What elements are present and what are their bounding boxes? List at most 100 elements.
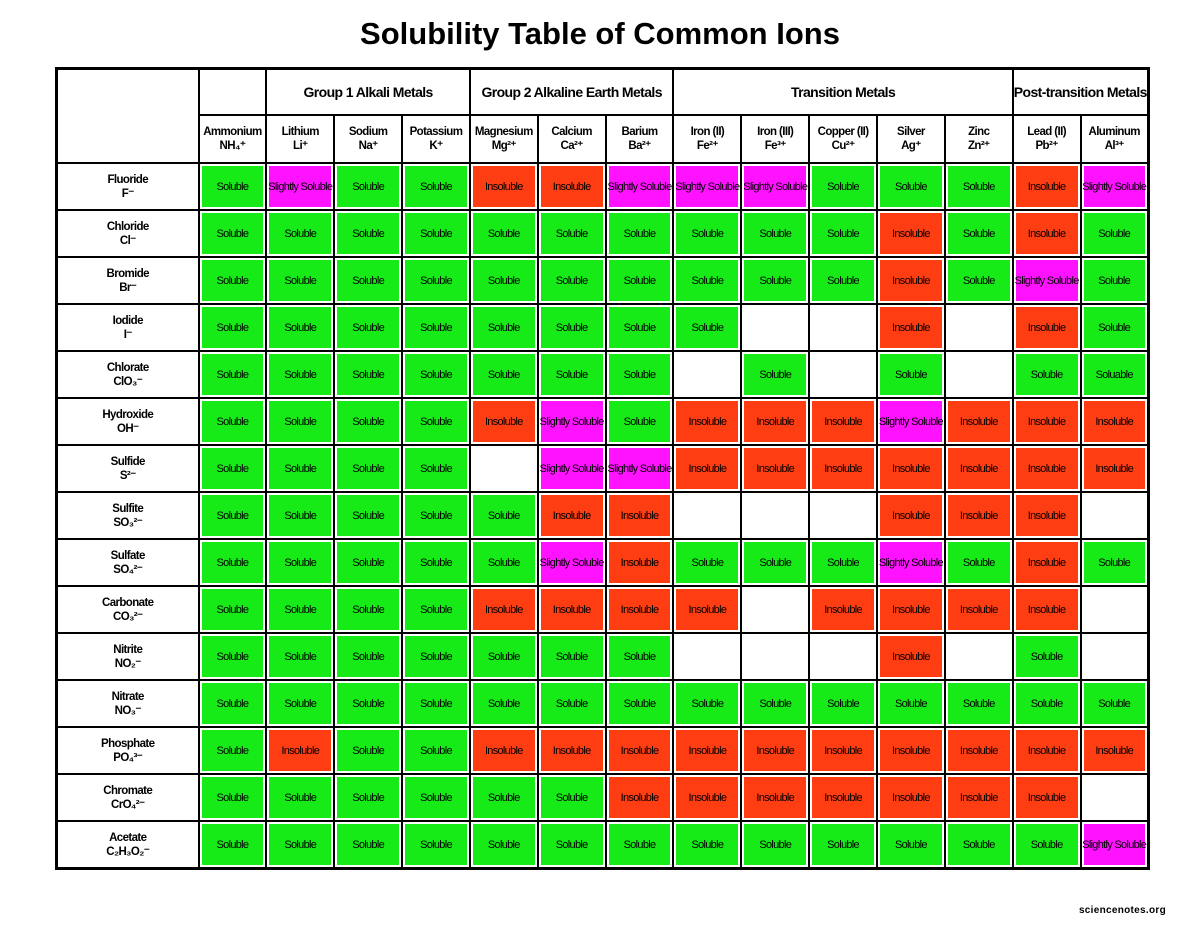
solubility-cell: Soluble [536,209,607,258]
solubility-value: Soluble [337,354,400,395]
group-header: Group 1 Alkali Metals [265,67,471,116]
solubility-value: Soluble [472,354,535,395]
solubility-cell: Slightly Soluble [604,444,675,493]
solubility-cell: Soluble [808,209,878,258]
solubility-value: Insoluble [947,495,1010,536]
solubility-cell: Soluble [468,256,539,305]
solubility-cell: Soluble [943,820,1014,870]
solubility-cell: Soluble [943,679,1014,728]
solubility-cell: Slightly Soluble [875,538,946,587]
solubility-cell: Soluble [401,162,471,211]
solubility-value: Soluble [337,730,400,771]
cation-header: Iron (III) Fe³⁺ [740,114,811,164]
solubility-value: Soluble [947,260,1010,301]
solubility-value: Soluble [879,166,942,207]
solubility-cell: Insoluble [604,585,675,634]
solubility-value: Insoluble [879,448,942,489]
solubility-value: Soluble [472,495,535,536]
solubility-cell: Insoluble [1011,303,1082,352]
solubility-value: Insoluble [269,730,332,771]
cation-formula: Fe²⁺ [696,140,719,152]
solubility-value: Insoluble [879,260,942,301]
cation-formula: Mg²⁺ [491,140,517,152]
cation-formula: Ba²⁺ [628,140,651,152]
cation-name: Barium [621,126,659,138]
solubility-cell [808,303,878,352]
solubility-cell [943,350,1014,399]
solubility-cell: Soluble [808,820,878,870]
solubility-cell: Insoluble [943,491,1014,540]
solubility-value: Insoluble [1083,730,1145,771]
solubility-cell: Soluble [333,303,404,352]
solubility-value: Insoluble [812,777,874,818]
solubility-cell: Soluble [401,397,471,446]
solubility-value: Slightly Soluble [879,542,943,583]
solubility-value: Soluble [405,260,467,301]
solubility-cell: Soluble [1011,820,1082,870]
anion-header: Chromate CrO₄²⁻ [55,773,200,822]
solubility-cell: Insoluble [943,726,1014,775]
anion-formula: SO₄²⁻ [113,563,143,576]
solubility-cell: Soluble [265,538,336,587]
solubility-cell [808,632,878,681]
solubility-value: Insoluble [947,589,1010,630]
solubility-value: Insoluble [812,448,874,489]
solubility-cell: Insoluble [604,773,675,822]
solubility-cell: Insoluble [1079,444,1150,493]
group-header [197,67,268,116]
solubility-value: Soluble [1015,636,1078,677]
solubility-value: Soluble [744,824,807,865]
solubility-cell: Soluble [604,350,675,399]
solubility-cell: Slightly Soluble [875,397,946,446]
solubility-cell: Insoluble [875,491,946,540]
solubility-value: Soluble [201,495,264,536]
solubility-cell: Soluble [1011,350,1082,399]
solubility-value: Soluble [744,683,807,724]
solubility-cell: Insoluble [1011,209,1082,258]
cation-header: Calcium Ca²⁺ [536,114,607,164]
anion-row: Sulfate SO₄²⁻ Soluble Soluble Soluble Soluble… [55,538,1150,587]
solubility-cell: Insoluble [536,491,607,540]
solubility-value: Insoluble [947,448,1010,489]
solubility-value: Soluble [337,213,400,254]
solubility-value: Soluble [201,824,264,865]
solubility-value: Insoluble [1083,448,1145,489]
solubility-cell: Insoluble [1079,726,1150,775]
solubility-value: Insoluble [744,401,807,442]
solubility-cell: Soluble [333,444,404,493]
solubility-value: Soluble [201,636,264,677]
cation-name: Lithium [281,126,320,138]
group-header: Transition Metals [672,67,1014,116]
solubility-value: Soluble [608,213,671,254]
solubility-value: Soluble [608,260,671,301]
anion-name: Chloride [106,220,149,233]
solubility-cell: Soluble [740,538,811,587]
solubility-value: Soluble [812,542,874,583]
solubility-cell: Slightly Soluble [536,444,607,493]
anion-header: Sulfite SO₃²⁻ [55,491,200,540]
solubility-cell: Soluble [1011,679,1082,728]
cation-header: Silver Ag⁺ [875,114,946,164]
solubility-value: Soluble [608,401,671,442]
solubility-value: Insoluble [608,777,671,818]
solubility-cell: Insoluble [672,773,743,822]
solubility-cell: Soluble [197,209,268,258]
solubility-cell: Insoluble [1011,585,1082,634]
solubility-value: Slightly Soluble [540,401,604,442]
anion-row: Bromide Br⁻ Soluble Soluble Soluble Soluble So… [55,256,1150,305]
solubility-value: Slightly Soluble [608,166,671,207]
solubility-value: Soluble [1083,213,1145,254]
solubility-cell: Soluble [401,350,471,399]
cation-header: Sodium Na⁺ [333,114,404,164]
anion-formula: Cl⁻ [119,234,136,247]
solubility-value: Insoluble [472,166,535,207]
solubility-value: Insoluble [1015,495,1078,536]
solubility-cell: Slightly Soluble [672,162,743,211]
solubility-value: Soluble [405,636,467,677]
anion-name: Sulfide [110,455,146,468]
solubility-value: Soluble [201,542,264,583]
solubility-value: Soluble [1083,542,1145,583]
solubility-cell: Soluble [604,820,675,870]
solubility-value: Soluble [947,683,1010,724]
solubility-value: Soluble [201,213,264,254]
